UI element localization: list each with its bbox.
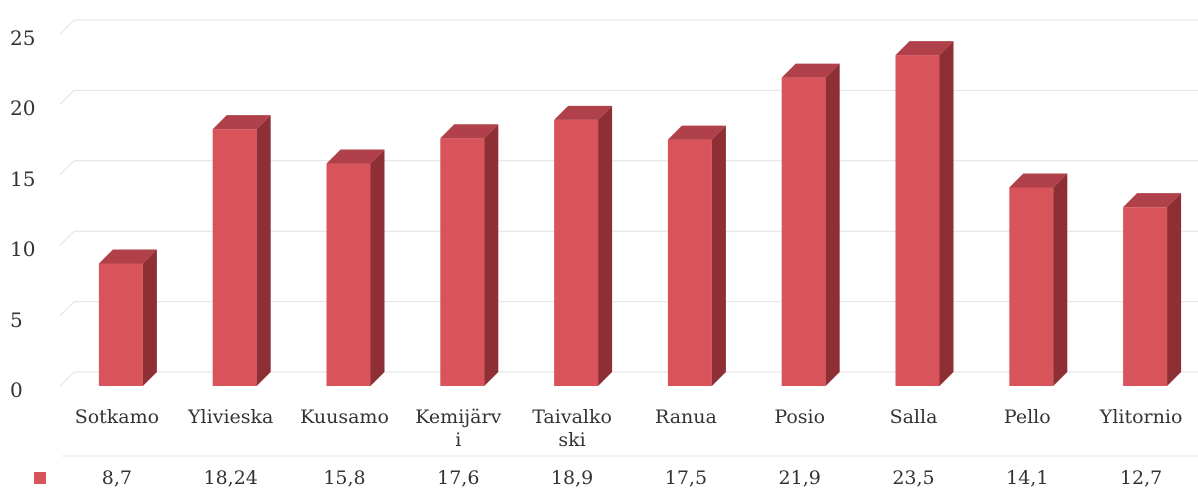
y-tick-label: 25 [10,26,36,50]
gridline-side [59,90,75,105]
bar-side [1167,193,1182,386]
bar [440,138,485,386]
data-label: 17,6 [437,467,480,489]
bar-side [598,105,613,386]
bar [326,163,371,386]
bar [554,119,599,386]
x-tick-label: Ylitornio [1084,406,1198,429]
legend-key [34,472,46,484]
bar-side [825,63,840,386]
bar-top [781,63,840,78]
bar [1009,187,1054,386]
x-tick-label-line: Kemijärv [415,406,502,428]
bar-top [1123,193,1182,208]
data-label: 15,8 [323,467,366,489]
x-tick-label: Sotkamo [60,406,174,429]
bar-side [142,249,157,386]
bar [1123,207,1168,386]
y-tick-label: 5 [10,307,23,332]
bar-side [1053,173,1068,386]
x-tick-label-line: Kuusamo [300,406,389,428]
x-tick-label-line: Posio [774,406,826,428]
bar-top [554,105,613,120]
data-label: 18,9 [550,467,594,489]
gridline-side [59,371,75,387]
bar-side [484,124,499,386]
x-tick-label-line: i [455,429,462,451]
x-tick-label: Salla [857,406,971,429]
x-tick-label-line: Ylivieska [188,406,274,428]
bar [781,77,826,386]
data-label: 18,24 [203,467,258,489]
x-tick-label-line: Pello [1003,406,1051,428]
data-label: 8,7 [101,467,132,489]
x-tick-label: Ranua [629,406,743,429]
gridline-side [59,301,75,316]
bar-top [212,115,271,130]
x-tick-label-line: Salla [889,406,938,428]
x-tick-label: Ylivieska [174,406,288,429]
y-tick-label: 15 [10,166,36,191]
y-tick-label: 20 [10,96,36,121]
bar [212,129,257,387]
data-label: 21,9 [778,467,821,489]
data-label: 12,7 [1119,467,1163,489]
bar-top [895,41,954,56]
bar-side [370,149,385,386]
x-tick-label-line: Ylitornio [1099,406,1183,428]
x-tick-label-line: Taivalko [532,406,612,428]
x-tick-label-line: ski [558,429,586,451]
bar [98,263,143,386]
bar-side [711,125,726,386]
gridline-side [59,19,75,35]
x-tick-label-line: Ranua [654,406,717,428]
bar [667,139,712,386]
data-label: 17,5 [664,467,708,489]
x-tick-label: Taivalko ski [515,406,629,452]
y-tick-label: 0 [10,378,23,402]
bar-top [98,249,157,264]
bar [895,55,940,387]
bar-top [1009,173,1068,188]
x-tick-label: Kuusamo [288,406,402,429]
data-label: 23,5 [892,467,935,489]
bar-side [939,41,954,387]
bar-top [667,125,726,140]
data-label: 14,1 [1006,467,1049,489]
gridline-side [59,160,75,176]
bar-top [440,124,499,139]
bar-side [256,115,271,387]
bar-top [326,149,385,164]
x-tick-label: Kemijärv i [401,406,515,452]
x-tick-label-line: Sotkamo [74,406,160,428]
x-tick-label: Pello [970,406,1084,429]
gridline-side [59,230,75,246]
x-tick-label: Posio [743,406,857,429]
y-tick-label: 10 [10,237,36,262]
